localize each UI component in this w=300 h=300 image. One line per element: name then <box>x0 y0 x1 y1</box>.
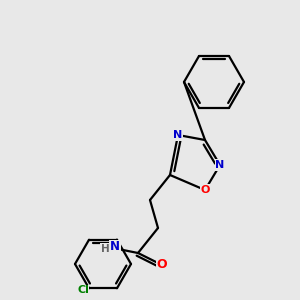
Text: N: N <box>215 160 225 170</box>
Text: H: H <box>100 244 109 254</box>
Text: O: O <box>157 259 167 272</box>
Text: N: N <box>110 241 120 254</box>
Text: N: N <box>173 130 183 140</box>
Text: O: O <box>200 185 210 195</box>
Text: Cl: Cl <box>77 285 89 295</box>
